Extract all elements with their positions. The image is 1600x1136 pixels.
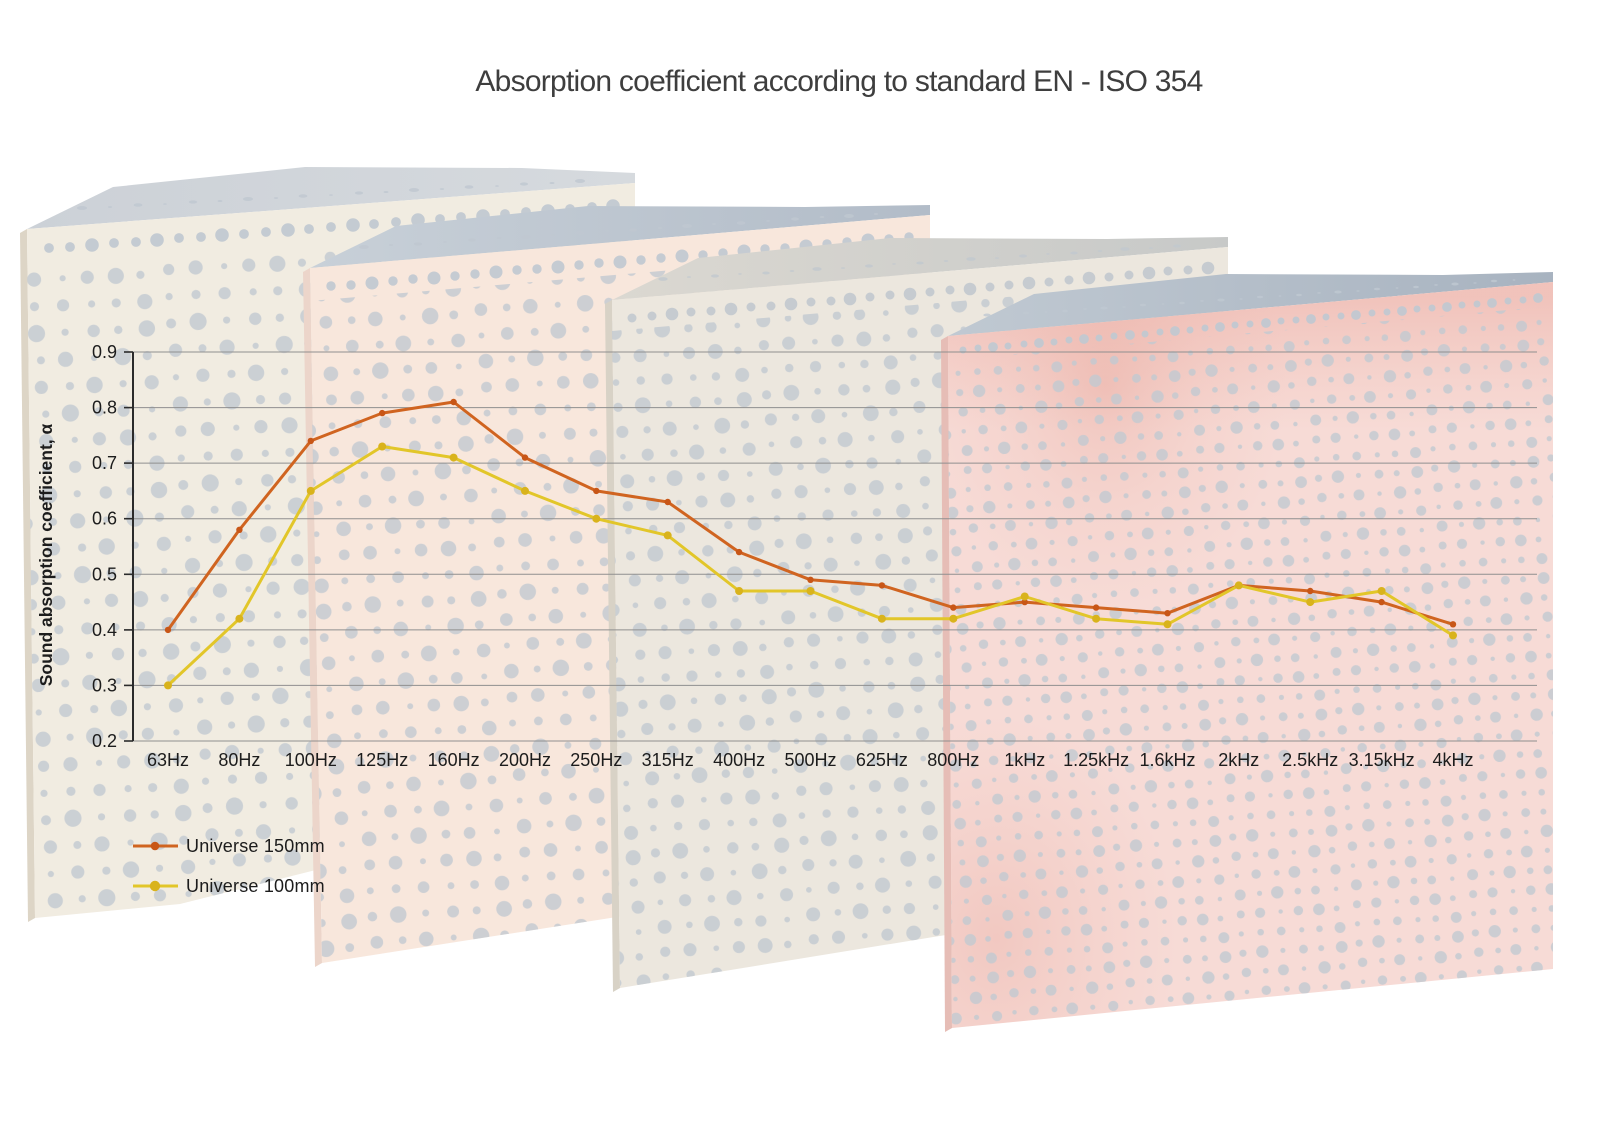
svg-text:Universe 100mm: Universe 100mm [186, 876, 325, 896]
svg-text:160Hz: 160Hz [428, 750, 480, 770]
svg-text:315Hz: 315Hz [642, 750, 694, 770]
svg-text:0.2: 0.2 [92, 731, 117, 751]
svg-text:625Hz: 625Hz [856, 750, 908, 770]
svg-text:3.15kHz: 3.15kHz [1349, 750, 1415, 770]
svg-text:0.7: 0.7 [92, 453, 117, 473]
svg-text:80Hz: 80Hz [218, 750, 260, 770]
svg-text:0.9: 0.9 [92, 342, 117, 362]
svg-text:125Hz: 125Hz [356, 750, 408, 770]
svg-text:500Hz: 500Hz [784, 750, 836, 770]
svg-text:250Hz: 250Hz [570, 750, 622, 770]
svg-text:Absorption coefficient accordi: Absorption coefficient according to stan… [475, 65, 1202, 98]
svg-text:Sound absorption coefficient,: Sound absorption coefficient, α [36, 423, 56, 686]
svg-text:0.3: 0.3 [92, 675, 117, 695]
svg-text:2.5kHz: 2.5kHz [1282, 750, 1338, 770]
svg-text:800Hz: 800Hz [927, 750, 979, 770]
svg-text:1.6kHz: 1.6kHz [1139, 750, 1195, 770]
svg-text:0.8: 0.8 [92, 398, 117, 418]
svg-text:200Hz: 200Hz [499, 750, 551, 770]
svg-text:63Hz: 63Hz [147, 750, 189, 770]
svg-text:4kHz: 4kHz [1432, 750, 1473, 770]
svg-text:400Hz: 400Hz [713, 750, 765, 770]
svg-text:0.4: 0.4 [92, 620, 117, 640]
svg-text:1.25kHz: 1.25kHz [1063, 750, 1129, 770]
svg-text:100Hz: 100Hz [285, 750, 337, 770]
svg-text:2kHz: 2kHz [1218, 750, 1259, 770]
svg-text:1kHz: 1kHz [1004, 750, 1045, 770]
svg-text:Universe 150mm: Universe 150mm [186, 836, 325, 856]
svg-text:0.6: 0.6 [92, 509, 117, 529]
svg-text:0.5: 0.5 [92, 564, 117, 584]
